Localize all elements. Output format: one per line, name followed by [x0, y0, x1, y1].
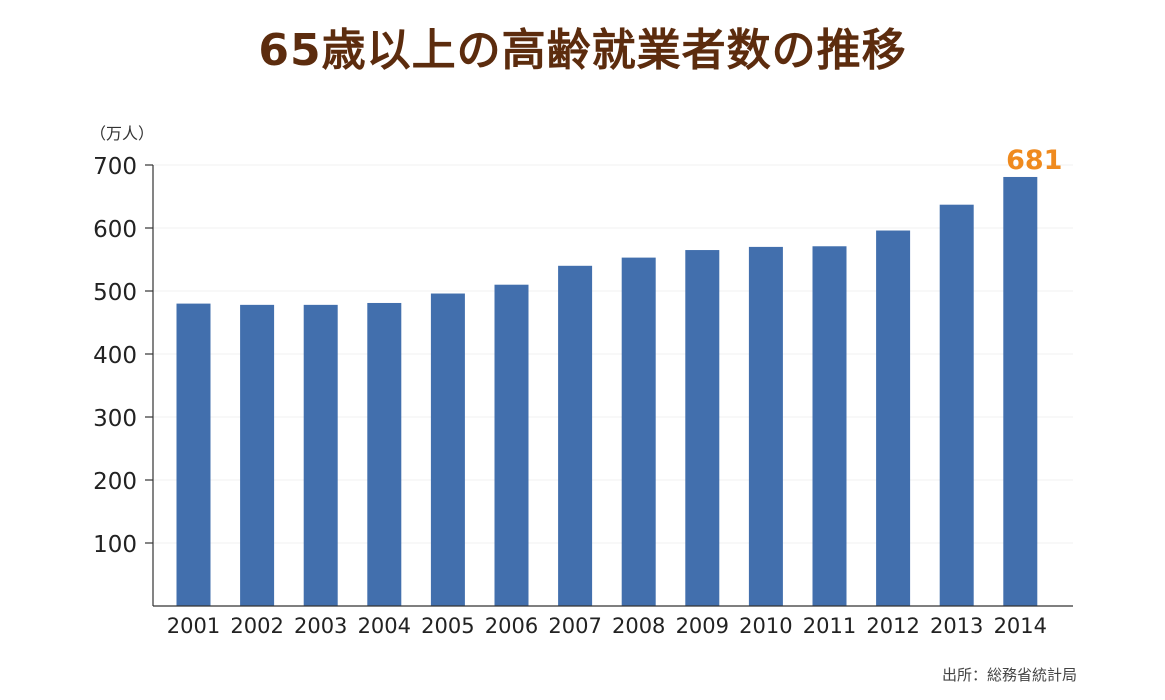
y-tick-label: 200 [93, 469, 137, 495]
bar-2006 [494, 284, 529, 606]
x-tick-label: 2014 [994, 614, 1047, 638]
x-tick-label: 2006 [485, 614, 538, 638]
x-tick-label: 2013 [930, 614, 983, 638]
data-label-2014: 681 [1006, 145, 1062, 176]
bar-2012 [876, 230, 911, 606]
bar-2013 [939, 204, 974, 606]
x-tick-label: 2012 [866, 614, 919, 638]
x-tick-label: 2003 [294, 614, 347, 638]
y-ticks: 100 200 300 400 500 600 700 [93, 154, 153, 558]
x-tick-label: 2002 [230, 614, 283, 638]
y-tick-label: 500 [93, 280, 137, 306]
x-tick-label: 2011 [803, 614, 856, 638]
bar-2008 [621, 257, 656, 606]
y-unit-label: （万人） [90, 124, 154, 143]
bar-2007 [558, 265, 593, 606]
bar-2001 [176, 303, 211, 606]
x-tick-label: 2004 [358, 614, 411, 638]
y-tick-label: 600 [93, 217, 137, 243]
y-tick-label: 700 [93, 154, 137, 180]
data-labels: 681 [1006, 145, 1062, 176]
x-ticks: 2001 2002 2003 2004 2005 2006 2007 2008 2009 2010… [167, 614, 1047, 638]
x-tick-label: 2005 [421, 614, 474, 638]
x-tick-label: 2010 [739, 614, 792, 638]
bar-2009 [685, 250, 720, 607]
bar-2002 [240, 304, 275, 606]
bar-series [176, 176, 1038, 607]
x-tick-label: 2001 [167, 614, 220, 638]
bar-2011 [812, 246, 847, 606]
source-note: 出所：総務省統計局 [941, 666, 1077, 684]
x-tick-label: 2008 [612, 614, 665, 638]
y-tick-label: 300 [93, 406, 137, 432]
bar-2010 [748, 246, 783, 606]
x-tick-label: 2007 [548, 614, 601, 638]
x-tick-label: 2009 [676, 614, 729, 638]
axes [152, 165, 1073, 607]
gridlines [153, 164, 1073, 544]
bar-2005 [430, 293, 465, 606]
bar-2004 [367, 302, 402, 606]
y-tick-label: 400 [93, 343, 137, 369]
bar-2003 [303, 304, 338, 606]
chart-title: 65歳以上の高齢就業者数の推移 [258, 25, 907, 76]
y-tick-label: 100 [93, 532, 137, 558]
bar-2014 [1003, 176, 1038, 606]
